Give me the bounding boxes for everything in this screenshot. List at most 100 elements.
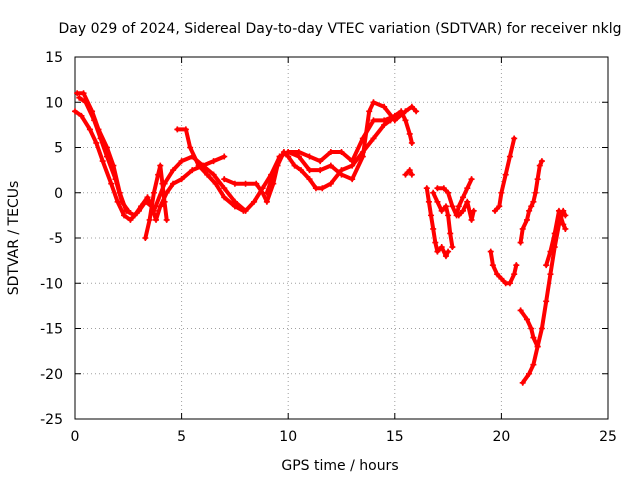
data-point [221,153,228,160]
data-point [408,171,415,178]
data-point [72,108,78,115]
data-point [121,212,128,219]
data-point [82,99,89,106]
data-point [519,379,526,386]
data-point [526,207,533,214]
data-point [487,248,494,255]
data-point [153,216,160,223]
data-point [445,212,452,219]
data-point [381,121,388,128]
data-point [562,212,569,219]
data-point [80,90,87,97]
series-trace-6 [222,118,393,204]
data-point [434,198,441,205]
data-point [78,112,85,119]
data-point [496,203,503,210]
data-point [402,117,409,124]
data-point [161,198,168,205]
data-point [144,194,151,201]
x-tick-label: 5 [177,429,186,445]
data-point [519,225,526,232]
data-point [306,176,313,183]
data-point [118,198,125,205]
x-tick-label: 25 [599,429,617,445]
data-point [242,180,249,187]
data-point [312,185,319,192]
series-trace-17 [520,208,568,385]
data-point [506,153,513,160]
data-point [276,153,283,160]
data-point [240,207,247,214]
data-point [538,325,545,332]
data-point [408,139,415,146]
y-tick-label: -10 [40,276,63,292]
data-point [428,212,435,219]
data-point [511,135,518,142]
data-point [432,239,439,246]
data-point [170,180,177,187]
grid-lines [75,57,608,419]
data-point [349,162,356,169]
data-point [74,90,81,97]
data-point [438,244,445,251]
data-point [543,298,550,305]
data-point [408,103,415,110]
data-point [547,271,554,278]
data-point [157,203,164,210]
data-point [498,275,505,282]
data-point [434,185,441,192]
data-point [468,176,475,183]
plot-frame [74,56,609,420]
y-axis-label: SDTVAR / TECUs [6,181,22,296]
data-point [425,198,432,205]
data-point [221,176,228,183]
data-point [297,167,304,174]
data-point [319,185,326,192]
data-point [231,180,238,187]
data-point [86,126,93,133]
data-point [327,149,334,156]
data-point [391,117,398,124]
data-point [523,216,530,223]
data-point [445,248,452,255]
data-point [174,126,181,133]
data-point [455,212,462,219]
y-tick-label: 15 [45,50,63,66]
data-point [543,262,550,269]
data-point [270,171,277,178]
data-points [72,90,569,386]
data-point [402,108,409,115]
data-point [182,126,189,133]
series-trace-15 [518,159,544,245]
data-point [530,334,537,341]
data-point [189,167,196,174]
data-point [146,216,153,223]
data-point [440,185,447,192]
data-point [381,103,388,110]
data-point [406,167,413,174]
y-tick-label: -5 [49,231,63,247]
chart-title: Day 029 of 2024, Sidereal Day-to-day VTE… [59,21,622,37]
data-point [413,108,420,115]
data-point [221,185,228,192]
data-point [187,144,194,151]
data-point [112,176,119,183]
y-tick-label: -20 [40,367,63,383]
data-point [528,203,535,210]
x-tick-label: 10 [279,429,297,445]
data-point [178,158,185,165]
data-point [366,108,373,115]
series-trace-7 [264,100,419,195]
x-tick-label: 20 [492,429,510,445]
data-point [430,225,437,232]
data-point [551,230,558,237]
data-point [517,239,524,246]
data-point [534,343,541,350]
data-point [406,130,413,137]
data-point [306,153,313,160]
data-point [195,162,202,169]
data-point [359,153,366,160]
data-point [460,194,467,201]
data-point [547,248,554,255]
data-point [526,370,533,377]
